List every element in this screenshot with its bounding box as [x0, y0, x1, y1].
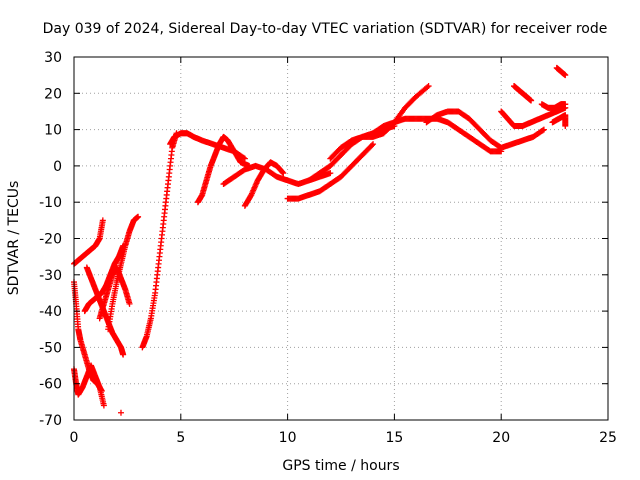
data-points: [71, 64, 569, 416]
y-tick-label: -30: [39, 268, 62, 284]
data-point-marker: [528, 97, 535, 104]
x-axis-label: GPS time / hours: [282, 458, 399, 474]
data-point-marker: [280, 170, 287, 177]
x-tick-label: 15: [385, 430, 403, 446]
data-point-marker: [540, 126, 547, 133]
data-point-marker: [424, 84, 431, 91]
y-tick-label: -70: [39, 413, 62, 429]
y-tick-label: -40: [39, 304, 62, 320]
x-tick-label: 25: [599, 430, 617, 446]
series-track-i: [139, 130, 180, 351]
series-track-u: [538, 101, 569, 111]
data-point-marker: [240, 154, 247, 161]
series-track-c: [71, 362, 107, 409]
x-tick-label: 20: [492, 430, 510, 446]
y-tick-label: 0: [53, 159, 62, 175]
y-tick-label: -10: [39, 195, 62, 211]
series-track-n: [284, 141, 377, 202]
series-track-h: [117, 409, 124, 416]
y-tick-label: -60: [39, 377, 62, 393]
data-point-marker: [126, 300, 133, 307]
data-point-marker: [368, 142, 375, 149]
data-point-marker: [539, 127, 546, 134]
y-tick-label: 10: [44, 123, 62, 139]
series-track-t: [511, 83, 535, 104]
axis-ticks: [73, 56, 609, 421]
series-track-k: [194, 133, 253, 206]
y-tick-label: 20: [44, 86, 62, 102]
y-tick-label: -50: [39, 340, 62, 356]
series-track-a: [71, 217, 106, 267]
x-tick-label: 5: [176, 430, 185, 446]
y-tick-labels: -70 -60 -50 -40 -30 -20 -10 0 10 20 30: [39, 50, 62, 429]
data-point-marker: [425, 83, 432, 90]
data-point-marker: [241, 155, 248, 162]
data-point-marker: [135, 213, 142, 220]
data-point-marker: [562, 122, 569, 129]
x-tick-label: 0: [70, 430, 79, 446]
data-point-marker: [562, 101, 569, 108]
data-point-marker: [327, 170, 334, 177]
chart-title: Day 039 of 2024, Sidereal Day-to-day VTE…: [43, 21, 608, 37]
data-point-marker: [99, 217, 106, 224]
data-point-marker: [100, 402, 107, 409]
x-tick-labels: 0 5 10 15 20 25: [70, 430, 617, 446]
data-point-marker: [562, 72, 569, 79]
data-point-marker: [370, 141, 377, 148]
series-track-g: [105, 213, 142, 333]
y-tick-label: 30: [44, 50, 62, 66]
series-track-v: [553, 64, 569, 79]
data-point-marker: [120, 351, 127, 358]
grid-lines: [74, 57, 608, 420]
series-track-w: [549, 112, 569, 129]
x-tick-label: 10: [279, 430, 297, 446]
data-point-marker: [117, 409, 124, 416]
series-track-r: [423, 108, 547, 151]
y-tick-label: -20: [39, 232, 62, 248]
y-axis-label: SDTVAR / TECUs: [6, 181, 22, 296]
series-track-m: [241, 159, 287, 209]
